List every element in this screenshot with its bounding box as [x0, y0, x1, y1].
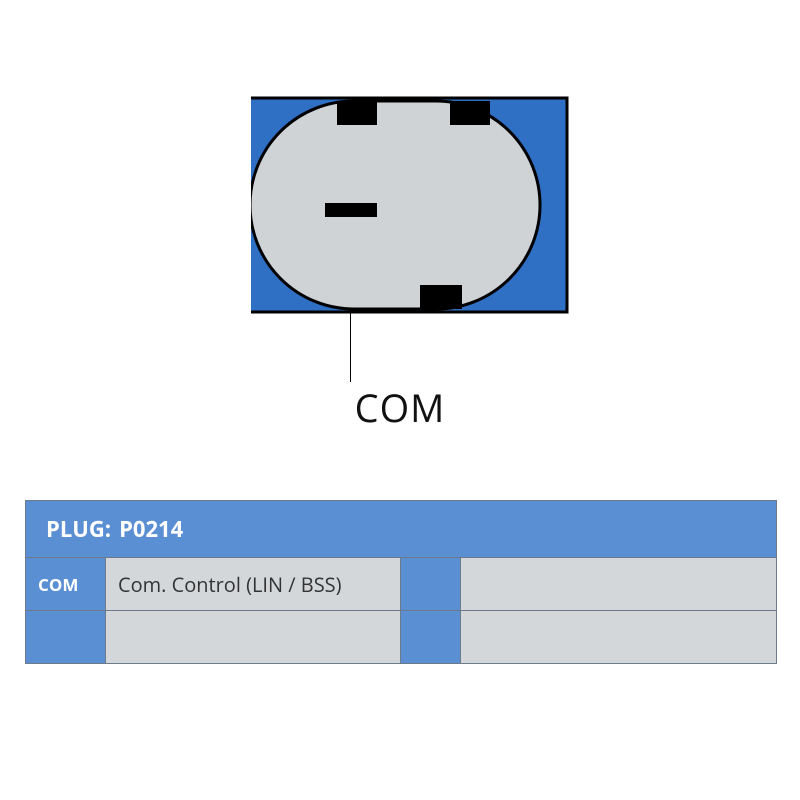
table-header-prefix: PLUG: — [46, 514, 111, 544]
cell-pin2 — [401, 611, 461, 663]
table-header: PLUG: P0214 — [26, 501, 776, 558]
pin-lead-label: COM — [0, 382, 800, 434]
pin-lead-line — [350, 312, 351, 382]
pinout-table: PLUG: P0214 COM Com. Control (LIN / BSS) — [25, 500, 777, 664]
pinout-diagram-page: COM PLUG: P0214 COM Com. Control (LIN / … — [0, 0, 800, 800]
cell-pin — [26, 611, 106, 663]
connector-svg — [225, 90, 575, 320]
mask-left — [243, 95, 251, 315]
table-header-value: P0214 — [119, 514, 183, 544]
cell-desc2 — [461, 611, 776, 663]
table-row — [26, 611, 776, 663]
table-row: COM Com. Control (LIN / BSS) — [26, 558, 776, 611]
cell-desc — [106, 611, 401, 663]
cell-pin: COM — [26, 558, 106, 610]
connector-body — [250, 101, 540, 309]
cell-desc2 — [461, 558, 776, 610]
connector-diagram — [225, 90, 575, 320]
connector-pin-com — [325, 203, 377, 217]
connector-tab-top-right — [450, 101, 490, 125]
connector-tab-top-left — [337, 101, 377, 125]
cell-desc: Com. Control (LIN / BSS) — [106, 558, 401, 610]
connector-tab-bottom — [420, 285, 462, 309]
cell-pin2 — [401, 558, 461, 610]
